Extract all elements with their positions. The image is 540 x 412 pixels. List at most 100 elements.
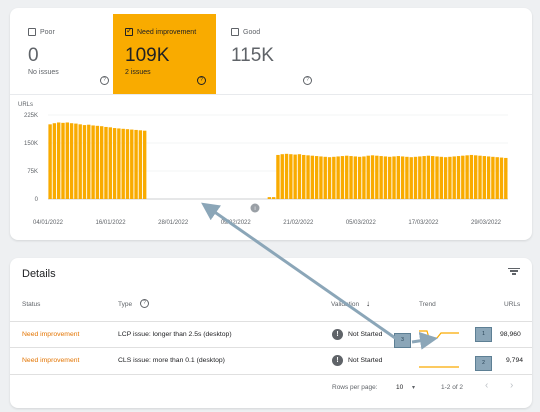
chart-bar — [353, 156, 358, 199]
chart-bar — [392, 156, 396, 199]
tile-good-label: Good — [243, 28, 261, 36]
chart-bar — [336, 156, 340, 199]
row-urls: 98,960 — [500, 331, 521, 338]
chart-bar — [276, 154, 280, 199]
y-tick-label: 150K — [24, 141, 38, 147]
chart-bar — [306, 155, 310, 199]
chart-bar — [78, 124, 82, 199]
help-icon[interactable]: ? — [303, 76, 312, 85]
annotation-box-3: 3 — [394, 333, 411, 348]
help-icon[interactable]: ? — [140, 299, 149, 308]
good-checkbox-icon[interactable] — [231, 28, 239, 36]
summary-card: Poor 0 No issues ? Need improvement 109K… — [10, 8, 532, 240]
trend-sparkline — [419, 330, 459, 339]
chart-bar — [418, 156, 422, 199]
annotation-marker-glyph: i — [254, 206, 255, 212]
filter-icon[interactable] — [508, 266, 520, 276]
header-type[interactable]: Type — [118, 301, 133, 308]
chart-bar — [91, 125, 95, 199]
chart-bar — [482, 156, 487, 199]
tile-need-improvement[interactable]: Need improvement 109K 2 issues ? — [113, 14, 216, 94]
trend-sparkline — [419, 366, 459, 368]
chart-bar — [478, 155, 482, 199]
sort-arrow-icon[interactable]: ↓ — [366, 299, 370, 308]
chart-bar — [452, 156, 456, 199]
chart-bar — [52, 123, 57, 199]
row-type: CLS issue: more than 0.1 (desktop) — [118, 357, 225, 364]
chart-bar — [443, 157, 448, 199]
tile-good-value: 115K — [231, 45, 274, 66]
chart-bar — [142, 130, 147, 199]
chart-bar — [117, 128, 121, 199]
next-page-icon[interactable]: › — [510, 380, 514, 391]
annotation-box-1: 1 — [475, 327, 492, 342]
chart-bar — [491, 156, 495, 199]
chart-bar — [379, 156, 383, 199]
chart-bar — [271, 197, 276, 199]
chart-bar — [293, 154, 297, 199]
header-validation[interactable]: Validation — [331, 301, 360, 308]
header-urls: URLs — [504, 301, 521, 308]
pagination-range: 1-2 of 2 — [441, 384, 464, 391]
annotation-box-2: 2 — [475, 356, 492, 371]
header-trend: Trend — [419, 301, 436, 308]
chart-bar — [112, 128, 117, 199]
table-row[interactable]: Need improvement LCP issue: longer than … — [10, 321, 532, 348]
chart-bar — [456, 156, 461, 199]
chart-bar — [332, 156, 336, 199]
chart-bar — [461, 155, 465, 199]
chart-bar — [448, 156, 452, 199]
chart-bar — [74, 123, 78, 199]
rows-per-page-label: Rows per page: — [332, 384, 378, 391]
chart-bar — [435, 156, 439, 199]
divider — [10, 94, 532, 95]
chart-bar — [400, 156, 405, 199]
chart-bar — [362, 156, 366, 199]
chart-bar — [104, 126, 108, 199]
details-title: Details — [22, 268, 56, 280]
row-validation: Not Started — [348, 357, 383, 364]
divider — [10, 374, 532, 375]
dropdown-arrow-icon[interactable]: ▾ — [412, 385, 416, 391]
chart-bar — [323, 156, 327, 199]
prev-page-icon[interactable]: ‹ — [485, 380, 489, 391]
tile-good[interactable]: Good 115K ? — [219, 14, 322, 94]
chart-bar — [405, 156, 409, 199]
chart-bar — [267, 197, 272, 199]
tile-poor-label: Poor — [40, 28, 55, 36]
chart-bar — [284, 153, 289, 199]
x-tick-label: 21/02/2022 — [283, 220, 314, 226]
chart-bar — [280, 154, 284, 199]
rows-per-page-select[interactable]: 10 — [396, 384, 404, 391]
help-icon[interactable]: ? — [100, 76, 109, 85]
header-status[interactable]: Status — [22, 301, 41, 308]
x-tick-label: 17/03/2022 — [408, 220, 439, 226]
help-icon[interactable]: ? — [197, 76, 206, 85]
need-improvement-checkbox-icon[interactable] — [125, 26, 133, 36]
x-tick-label: 29/03/2022 — [471, 220, 502, 226]
chart-bar — [108, 127, 112, 199]
chart-bar — [474, 155, 478, 199]
tile-ni-label: Need improvement — [137, 28, 197, 36]
chart-bar — [69, 123, 74, 199]
poor-checkbox-icon[interactable] — [28, 28, 36, 36]
y-tick-label: 225K — [24, 113, 38, 119]
chart-bar — [357, 156, 362, 199]
tile-ni-value: 109K — [125, 45, 170, 66]
not-started-icon: ! — [332, 329, 343, 340]
chart-bar — [121, 128, 125, 199]
chart-bar — [289, 154, 293, 199]
chart-bar — [495, 157, 499, 199]
x-tick-label: 16/01/2022 — [96, 220, 127, 226]
chart-bar — [383, 156, 388, 199]
chart-bar — [396, 156, 401, 199]
chart-bar — [465, 155, 469, 199]
chart-bar — [56, 122, 61, 199]
table-row[interactable]: Need improvement CLS issue: more than 0.… — [10, 347, 532, 374]
chart-bar — [48, 124, 52, 199]
chart-bar — [134, 129, 138, 199]
row-status: Need improvement — [22, 357, 80, 364]
urls-bar-chart: URLs 225K 150K 75K 0 04/01/2022 16/01/2022 28/0… — [18, 102, 508, 226]
chart-bar — [422, 156, 426, 199]
tile-poor[interactable]: Poor 0 No issues ? — [16, 14, 119, 94]
